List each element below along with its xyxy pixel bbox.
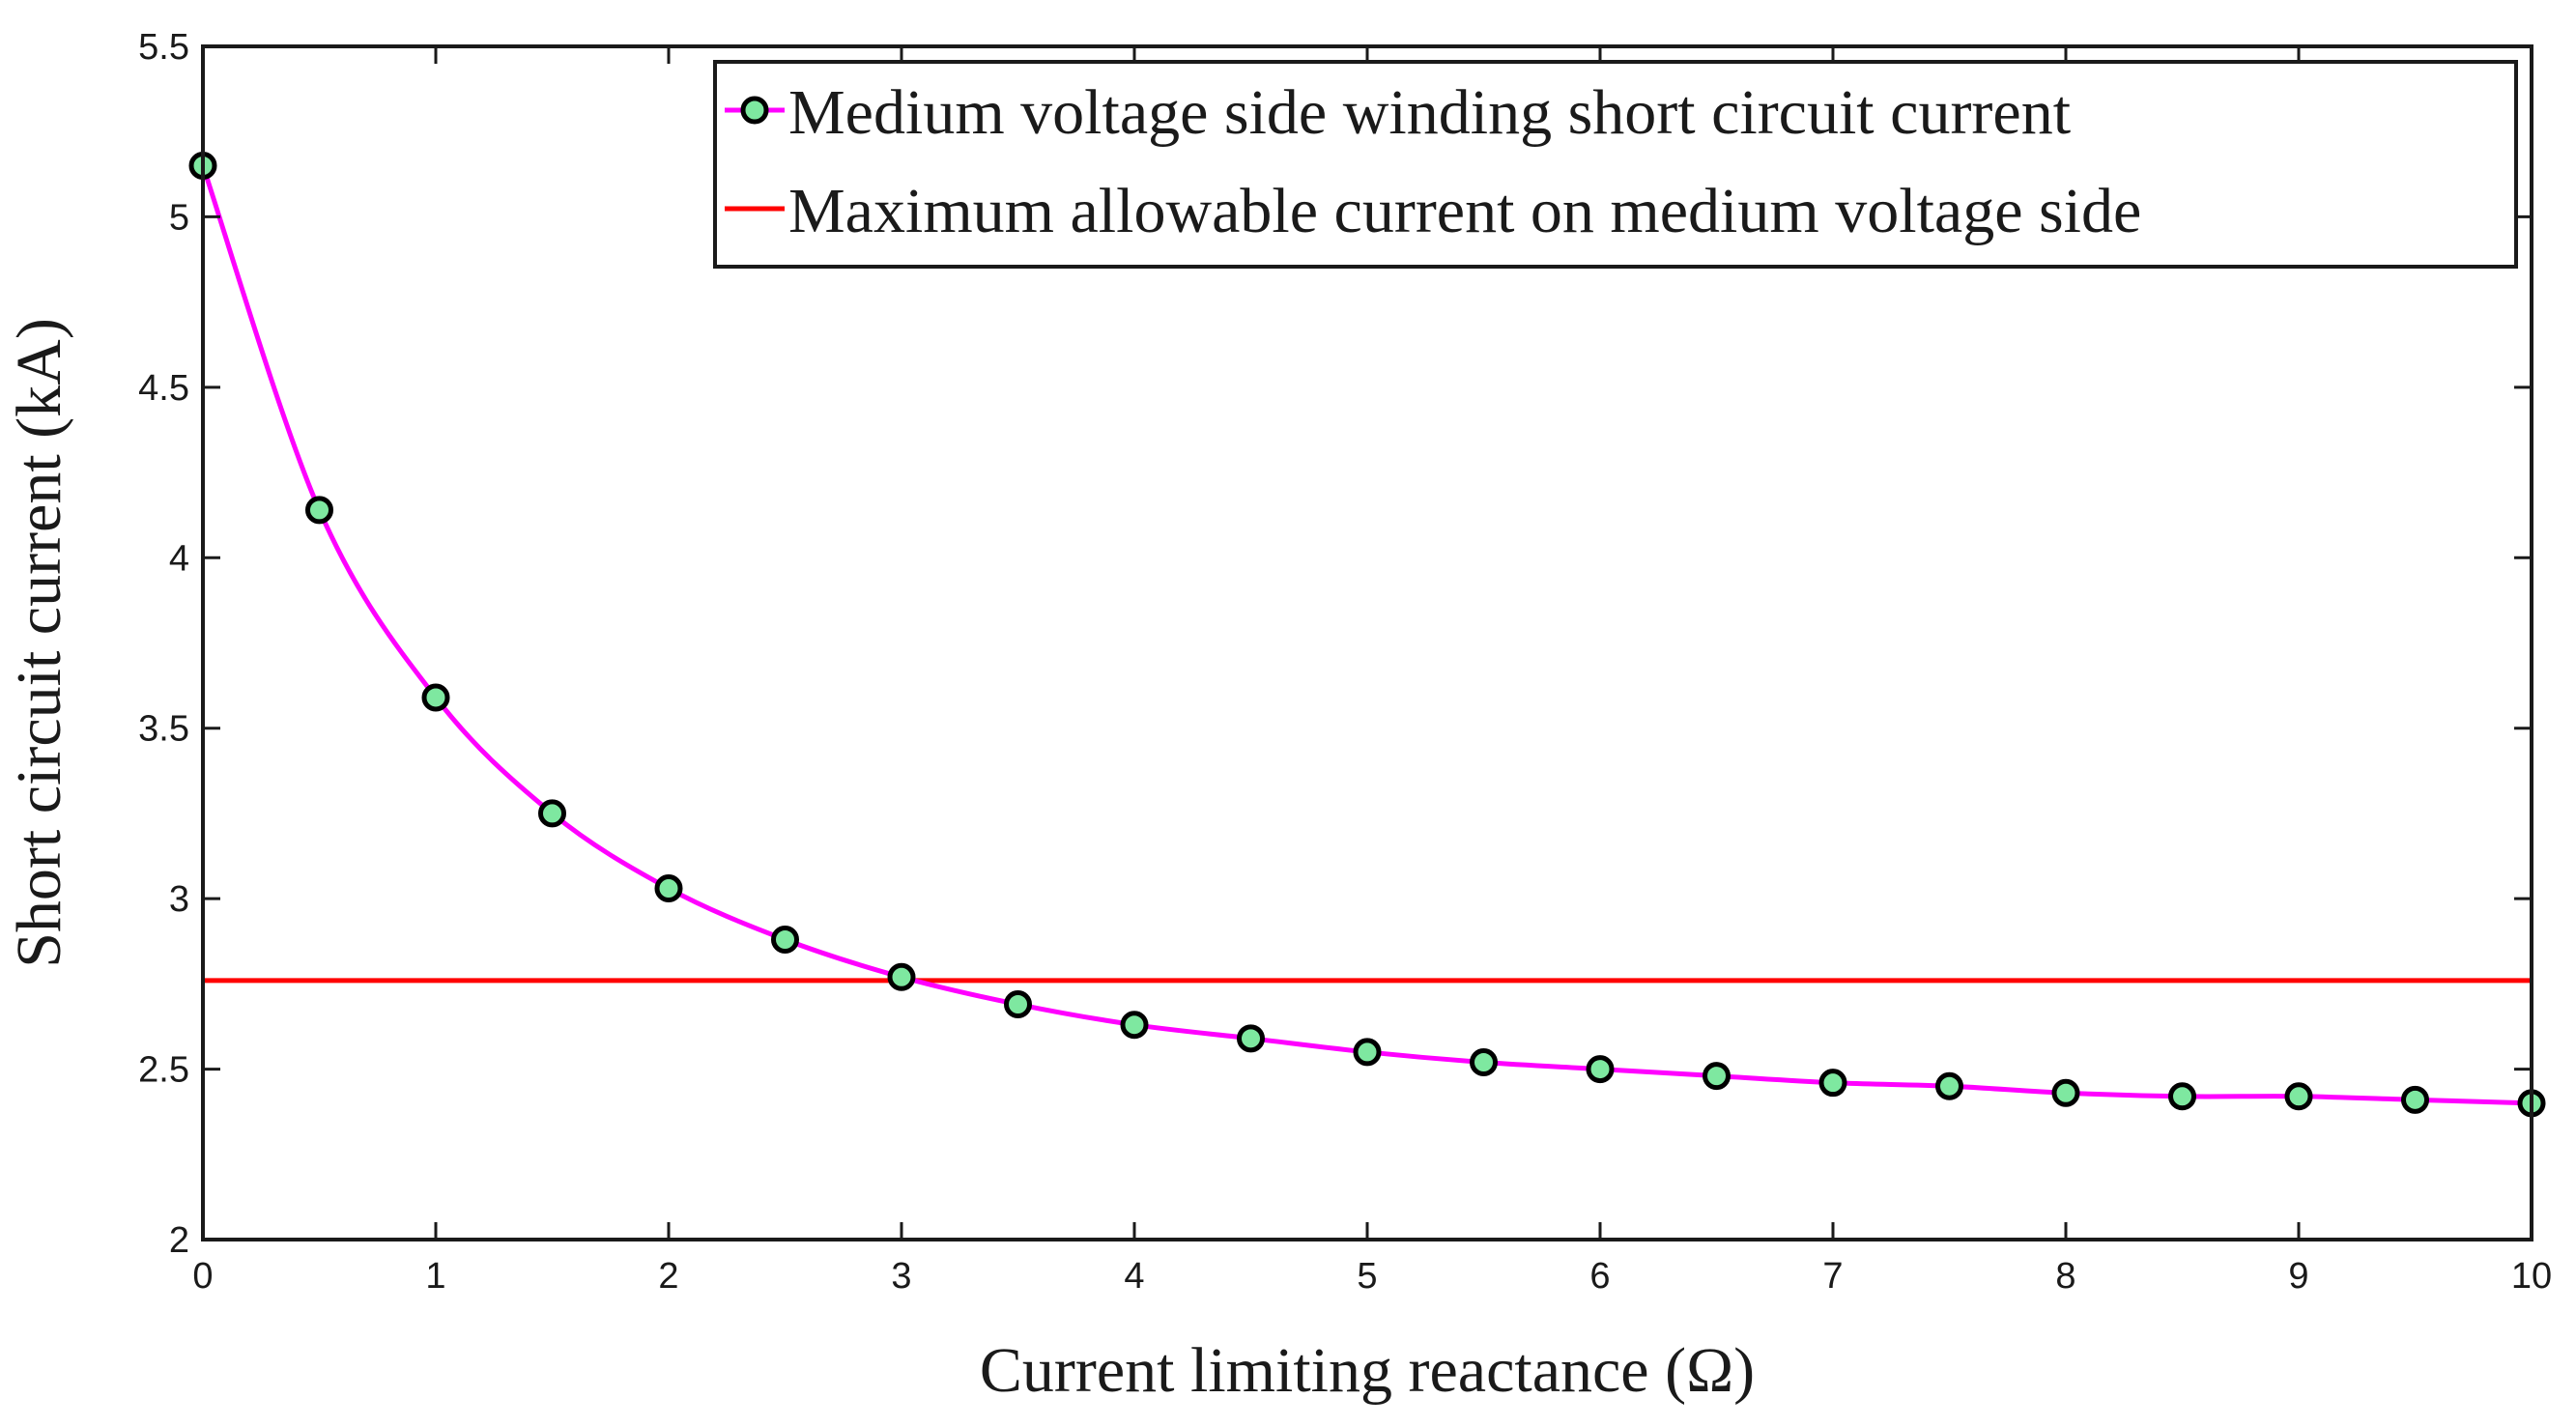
data-point: [305, 496, 333, 525]
data-point: [1353, 1038, 1382, 1067]
data-point: [1237, 1024, 1265, 1053]
data-point: [887, 962, 916, 991]
legend: Medium voltage side winding short circui…: [713, 60, 2518, 269]
legend-box: [713, 60, 2518, 269]
data-point: [2168, 1082, 2196, 1111]
y-tick-label: 5.5: [138, 27, 189, 68]
data-point: [1120, 1011, 1149, 1040]
x-tick-label: 5: [1357, 1256, 1377, 1297]
data-point: [421, 683, 450, 712]
data-point: [1004, 990, 1032, 1019]
y-tick-label: 4.5: [138, 368, 189, 409]
y-tick-label: 5: [169, 197, 189, 238]
legend-label-series-0: Medium voltage side winding short circui…: [788, 77, 2071, 148]
data-point: [2051, 1078, 2080, 1107]
data-point: [1470, 1048, 1498, 1077]
data-point: [1818, 1069, 1847, 1098]
x-tick-label: 0: [192, 1256, 213, 1297]
x-tick-label: 9: [2288, 1256, 2308, 1297]
data-point: [654, 874, 683, 903]
data-point: [1703, 1062, 1731, 1091]
ticks-layer: 0 1 2 3 4 5 6 7 8 9 10 2 2.5 3 3.5 4 4.5 5 5.5: [138, 27, 2552, 1297]
x-tick-label: 6: [1589, 1256, 1610, 1297]
y-tick-label: 3: [169, 879, 189, 920]
legend-label-series-1: Maximum allowable current on medium volt…: [788, 176, 2141, 246]
data-point: [538, 799, 566, 828]
y-tick-label: 2.5: [138, 1050, 189, 1091]
data-point: [771, 925, 799, 954]
x-tick-label: 3: [891, 1256, 911, 1297]
x-tick-label: 10: [2511, 1256, 2552, 1297]
x-axis-title: Current limiting reactance (Ω): [980, 1335, 1755, 1406]
y-axis-title: Short circuit current (kA): [4, 318, 74, 968]
y-tick-label: 3.5: [138, 709, 189, 750]
x-tick-label: 2: [658, 1256, 678, 1297]
data-point: [2284, 1082, 2313, 1111]
data-point: [1586, 1055, 1615, 1084]
data-point: [2401, 1085, 2429, 1114]
x-tick-label: 4: [1124, 1256, 1144, 1297]
y-tick-label: 4: [169, 538, 189, 579]
data-point: [1935, 1071, 1963, 1100]
x-tick-label: 1: [425, 1256, 445, 1297]
legend-swatch-marker-series-0: [740, 96, 769, 125]
y-tick-label: 2: [169, 1220, 189, 1261]
x-tick-label: 7: [1822, 1256, 1843, 1297]
x-tick-label: 8: [2055, 1256, 2075, 1297]
